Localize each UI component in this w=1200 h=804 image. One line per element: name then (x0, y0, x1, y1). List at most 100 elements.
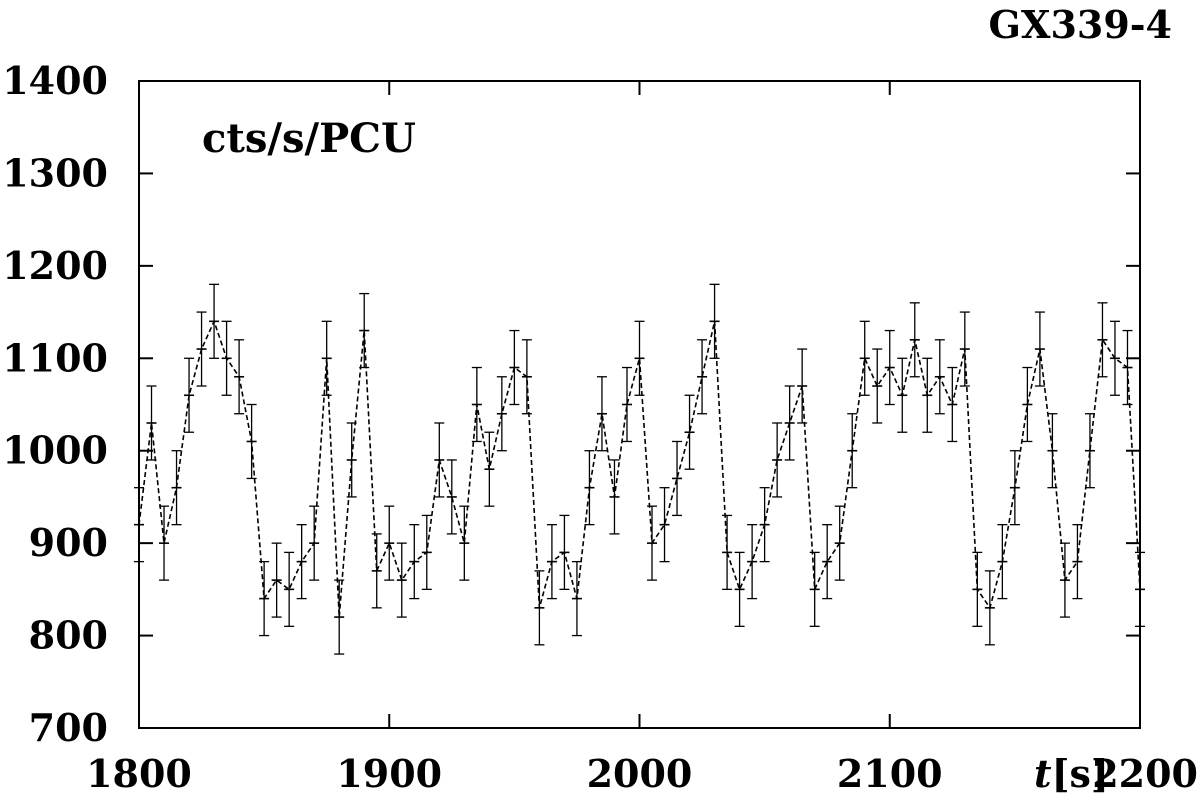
data-point (321, 320, 332, 396)
data-point (1009, 450, 1020, 526)
data-point (872, 348, 883, 424)
series-line (138, 319, 1141, 618)
data-point (1022, 366, 1033, 443)
data-point (722, 514, 733, 591)
data-point (396, 542, 407, 618)
data-point (709, 283, 720, 359)
ticks-layer: 1800 1900 2000 2100 2200 700 800 900 1000 1100 120… (2, 58, 1198, 796)
data-point (734, 551, 745, 627)
data-point (1097, 302, 1108, 378)
data-point (371, 533, 382, 609)
data-point (797, 348, 808, 424)
data-point (509, 329, 520, 406)
data-point (284, 551, 295, 627)
series-layer (134, 283, 1145, 655)
data-point (684, 394, 695, 470)
data-point (1072, 524, 1083, 600)
data-point (909, 302, 920, 378)
data-point (847, 413, 858, 489)
x-tick-label: 1900 (336, 751, 442, 796)
data-point (634, 320, 645, 396)
data-point (884, 329, 895, 406)
data-point (434, 422, 445, 498)
data-point (459, 505, 470, 581)
data-point (822, 524, 833, 600)
y-tick-label: 1100 (2, 335, 108, 380)
data-point (521, 339, 532, 415)
data-point (546, 524, 557, 600)
y-tick-label: 1200 (2, 243, 108, 288)
y-tick-label: 900 (29, 520, 108, 565)
x-axis-label: t[s] (1034, 751, 1109, 796)
data-point (584, 450, 595, 526)
data-point (171, 450, 182, 526)
data-point (259, 560, 270, 637)
data-point (346, 422, 357, 498)
data-point (1122, 329, 1133, 406)
chart-title: GX339-4 (989, 2, 1172, 47)
data-point (834, 505, 845, 581)
data-point (997, 524, 1008, 600)
data-point (647, 505, 658, 581)
data-point (609, 459, 620, 535)
data-point (859, 320, 870, 396)
data-point (621, 366, 632, 443)
x-axis-label-variable: t (1034, 751, 1052, 796)
data-point (471, 366, 482, 443)
x-tick-label: 2000 (587, 751, 693, 796)
data-point (409, 524, 420, 600)
data-point (784, 385, 795, 461)
data-point (421, 514, 432, 591)
data-point (221, 320, 232, 396)
data-point (359, 292, 370, 369)
data-point (484, 431, 495, 507)
y-tick-label: 700 (29, 705, 108, 750)
data-point (747, 524, 758, 600)
data-point (1047, 413, 1058, 489)
data-point (596, 376, 607, 452)
data-point (334, 579, 345, 655)
data-point (922, 357, 933, 433)
data-point (184, 357, 195, 433)
y-tick-label: 800 (29, 613, 108, 658)
data-point (672, 440, 683, 517)
data-point (759, 487, 770, 563)
data-point (947, 366, 958, 443)
data-point (984, 570, 995, 646)
x-tick-label: 2100 (837, 751, 943, 796)
data-point (1034, 311, 1045, 387)
data-point (1109, 320, 1120, 396)
x-tick-label: 1800 (86, 751, 192, 796)
data-point (972, 551, 983, 627)
data-point (534, 570, 545, 646)
data-point (496, 376, 507, 452)
data-point (1084, 413, 1095, 489)
data-point (384, 505, 395, 581)
data-point (209, 283, 220, 359)
data-point (809, 551, 820, 627)
data-point (309, 505, 320, 581)
data-point (446, 459, 457, 535)
data-point (559, 514, 570, 591)
y-axis-label: cts/s/PCU (202, 115, 416, 162)
data-point (234, 339, 245, 415)
data-point (959, 311, 970, 387)
data-point (196, 311, 207, 387)
data-point (1059, 542, 1070, 618)
data-point (571, 560, 582, 637)
data-point (934, 339, 945, 415)
y-tick-label: 1400 (2, 58, 108, 103)
x-axis-label-unit: [s] (1052, 751, 1109, 796)
data-point (659, 487, 670, 563)
y-tick-label: 1300 (2, 150, 108, 195)
data-point (697, 339, 708, 415)
data-point (246, 403, 257, 480)
data-point (146, 385, 157, 461)
data-point (772, 422, 783, 498)
data-point (296, 524, 307, 600)
data-point (271, 542, 282, 618)
data-point (159, 505, 170, 581)
data-point (897, 357, 908, 433)
x-tick-label: 2200 (1092, 751, 1198, 796)
